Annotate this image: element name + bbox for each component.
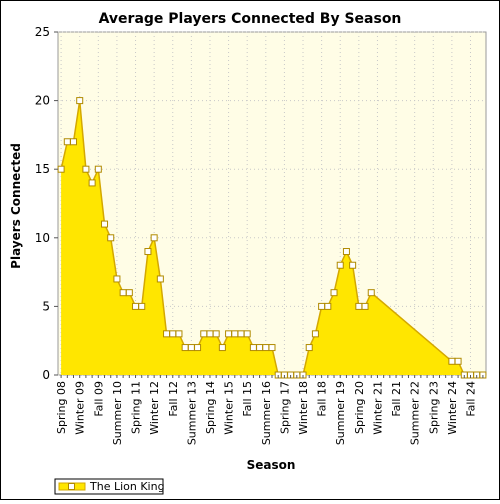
y-tick-label: 25 <box>35 25 50 39</box>
data-point <box>249 344 257 352</box>
data-point <box>218 344 226 352</box>
data-point <box>82 165 90 173</box>
data-point <box>200 330 208 338</box>
data-point <box>454 357 462 365</box>
data-point <box>311 330 319 338</box>
data-point <box>305 344 313 352</box>
markers-layer <box>57 97 487 379</box>
data-point <box>138 302 146 310</box>
data-point <box>330 289 338 297</box>
data-point <box>256 344 264 352</box>
data-point <box>237 330 245 338</box>
data-point <box>119 289 127 297</box>
data-point <box>342 248 350 256</box>
x-tick-label: Winter 21 <box>371 381 384 435</box>
data-point <box>63 138 71 146</box>
x-tick-label: Summer 22 <box>409 381 422 445</box>
data-point <box>94 165 102 173</box>
data-point <box>187 344 195 352</box>
x-tick-label: Fall 09 <box>92 381 105 417</box>
x-tick-label: Winter 18 <box>297 381 310 435</box>
data-point <box>336 261 344 269</box>
x-tick-label: Winter 12 <box>148 381 161 435</box>
data-point <box>163 330 171 338</box>
data-point <box>194 344 202 352</box>
chart-title: Average Players Connected By Season <box>99 11 402 27</box>
x-tick-label: Spring 23 <box>427 381 440 434</box>
data-point <box>324 302 332 310</box>
data-point <box>70 138 78 146</box>
data-point <box>181 344 189 352</box>
legend-marker <box>68 483 75 490</box>
data-point <box>156 275 164 283</box>
x-tick-label: Spring 14 <box>204 381 217 434</box>
y-tick-label: 0 <box>42 368 50 382</box>
y-tick-label: 5 <box>42 299 50 313</box>
data-point <box>243 330 251 338</box>
data-point <box>76 97 84 105</box>
data-point <box>113 275 121 283</box>
x-tick-label: Spring 08 <box>55 381 68 434</box>
x-tick-label: Fall 15 <box>241 381 254 417</box>
data-point <box>169 330 177 338</box>
x-tick-label: Summer 13 <box>185 381 198 445</box>
y-axis-label: Players Connected <box>9 143 23 269</box>
data-point <box>101 220 109 228</box>
data-point <box>349 261 357 269</box>
data-point <box>448 357 456 365</box>
data-point <box>107 234 115 242</box>
x-tick-label: Summer 10 <box>111 381 124 445</box>
x-tick-label: Summer 16 <box>260 381 273 445</box>
series-area <box>61 100 483 375</box>
data-point <box>206 330 214 338</box>
x-tick-label: Winter 15 <box>223 381 236 435</box>
x-tick-label: Spring 17 <box>278 381 291 434</box>
y-tick-label: 10 <box>35 231 50 245</box>
x-tick-label: Winter 24 <box>446 381 459 435</box>
data-point <box>125 289 133 297</box>
data-point <box>150 234 158 242</box>
x-tick-label: Fall 24 <box>464 381 477 417</box>
data-point <box>225 330 233 338</box>
x-tick-label: Spring 20 <box>353 381 366 434</box>
data-point <box>262 344 270 352</box>
x-tick-label: Fall 12 <box>167 381 180 417</box>
data-point <box>57 165 65 173</box>
data-point <box>88 179 96 187</box>
x-tick-label: Summer 19 <box>334 381 347 445</box>
data-point <box>231 330 239 338</box>
data-point <box>268 344 276 352</box>
x-tick-label: Fall 18 <box>316 381 329 417</box>
y-tick-label: 20 <box>35 94 50 108</box>
legend: The Lion King <box>54 478 165 495</box>
data-point <box>318 302 326 310</box>
data-point <box>212 330 220 338</box>
y-tick-label: 15 <box>35 162 50 176</box>
x-tick-label: Winter 09 <box>74 381 87 435</box>
data-point <box>367 289 375 297</box>
data-point <box>144 248 152 256</box>
y-axis-ticks: 0 5 10 15 20 25 <box>35 25 58 382</box>
data-point <box>355 302 363 310</box>
x-tick-label: Spring 11 <box>130 381 143 434</box>
data-point <box>175 330 183 338</box>
data-point <box>132 302 140 310</box>
data-point <box>361 302 369 310</box>
x-axis-label: Season <box>247 458 296 472</box>
legend-label: The Lion King <box>89 480 165 493</box>
x-axis-ticks: Spring 08 Winter 09 Fall 09 Summer 10 Spring… <box>55 375 484 445</box>
x-tick-label: Fall 21 <box>390 381 403 417</box>
